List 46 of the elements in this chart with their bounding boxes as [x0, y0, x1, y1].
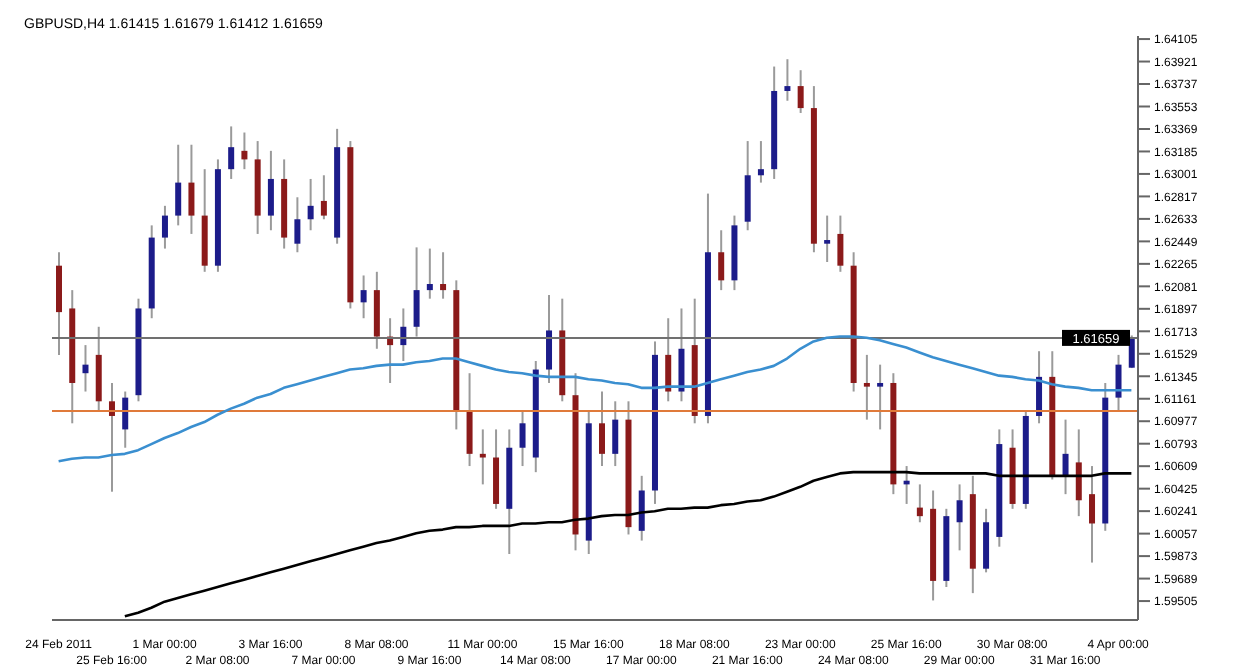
- candlestick: [956, 483, 963, 552]
- candlestick: [466, 372, 473, 468]
- candlestick: [877, 363, 884, 431]
- candlestick: [440, 251, 447, 300]
- candlestick: [493, 428, 500, 510]
- candlestick: [1089, 465, 1096, 564]
- candlestick: [228, 125, 235, 180]
- candlestick: [797, 69, 804, 114]
- candlestick: [241, 131, 248, 171]
- candlestick: [1075, 428, 1082, 518]
- candlestick: [82, 344, 89, 393]
- candlestick: [519, 410, 526, 468]
- candlestick: [426, 247, 433, 300]
- candlestick: [638, 474, 645, 542]
- candlestick: [360, 274, 367, 320]
- candlestick: [175, 143, 182, 227]
- candlestick: [744, 140, 751, 232]
- candlestick: [665, 317, 672, 403]
- candlestick: [784, 58, 791, 102]
- candlestick: [294, 196, 301, 254]
- candlestick: [413, 246, 420, 338]
- candlestick: [95, 325, 102, 413]
- candlestick: [824, 214, 831, 264]
- candlestick: [983, 507, 990, 574]
- candlestick: [863, 353, 870, 421]
- candlestick: [599, 390, 605, 468]
- candlestick: [122, 390, 129, 449]
- candlestick: [188, 143, 195, 235]
- candlestick: [56, 251, 62, 356]
- candlestick: [1062, 418, 1069, 496]
- candlestick: [267, 149, 274, 232]
- candlestick: [837, 214, 844, 273]
- candlestick: [479, 428, 486, 486]
- candlestick: [307, 177, 314, 232]
- candlestick: [320, 174, 327, 221]
- line-series: [57, 335, 1133, 463]
- candlestick: [1128, 334, 1135, 370]
- candlestick: [916, 483, 923, 524]
- candlestick: [373, 270, 380, 350]
- candlestick: [161, 204, 168, 250]
- candlestick: [1115, 353, 1122, 413]
- candlestick: [546, 294, 553, 384]
- candlestick: [678, 307, 685, 403]
- candlestick: [757, 140, 764, 184]
- candlestick: [718, 229, 725, 292]
- candlestick: [612, 400, 619, 468]
